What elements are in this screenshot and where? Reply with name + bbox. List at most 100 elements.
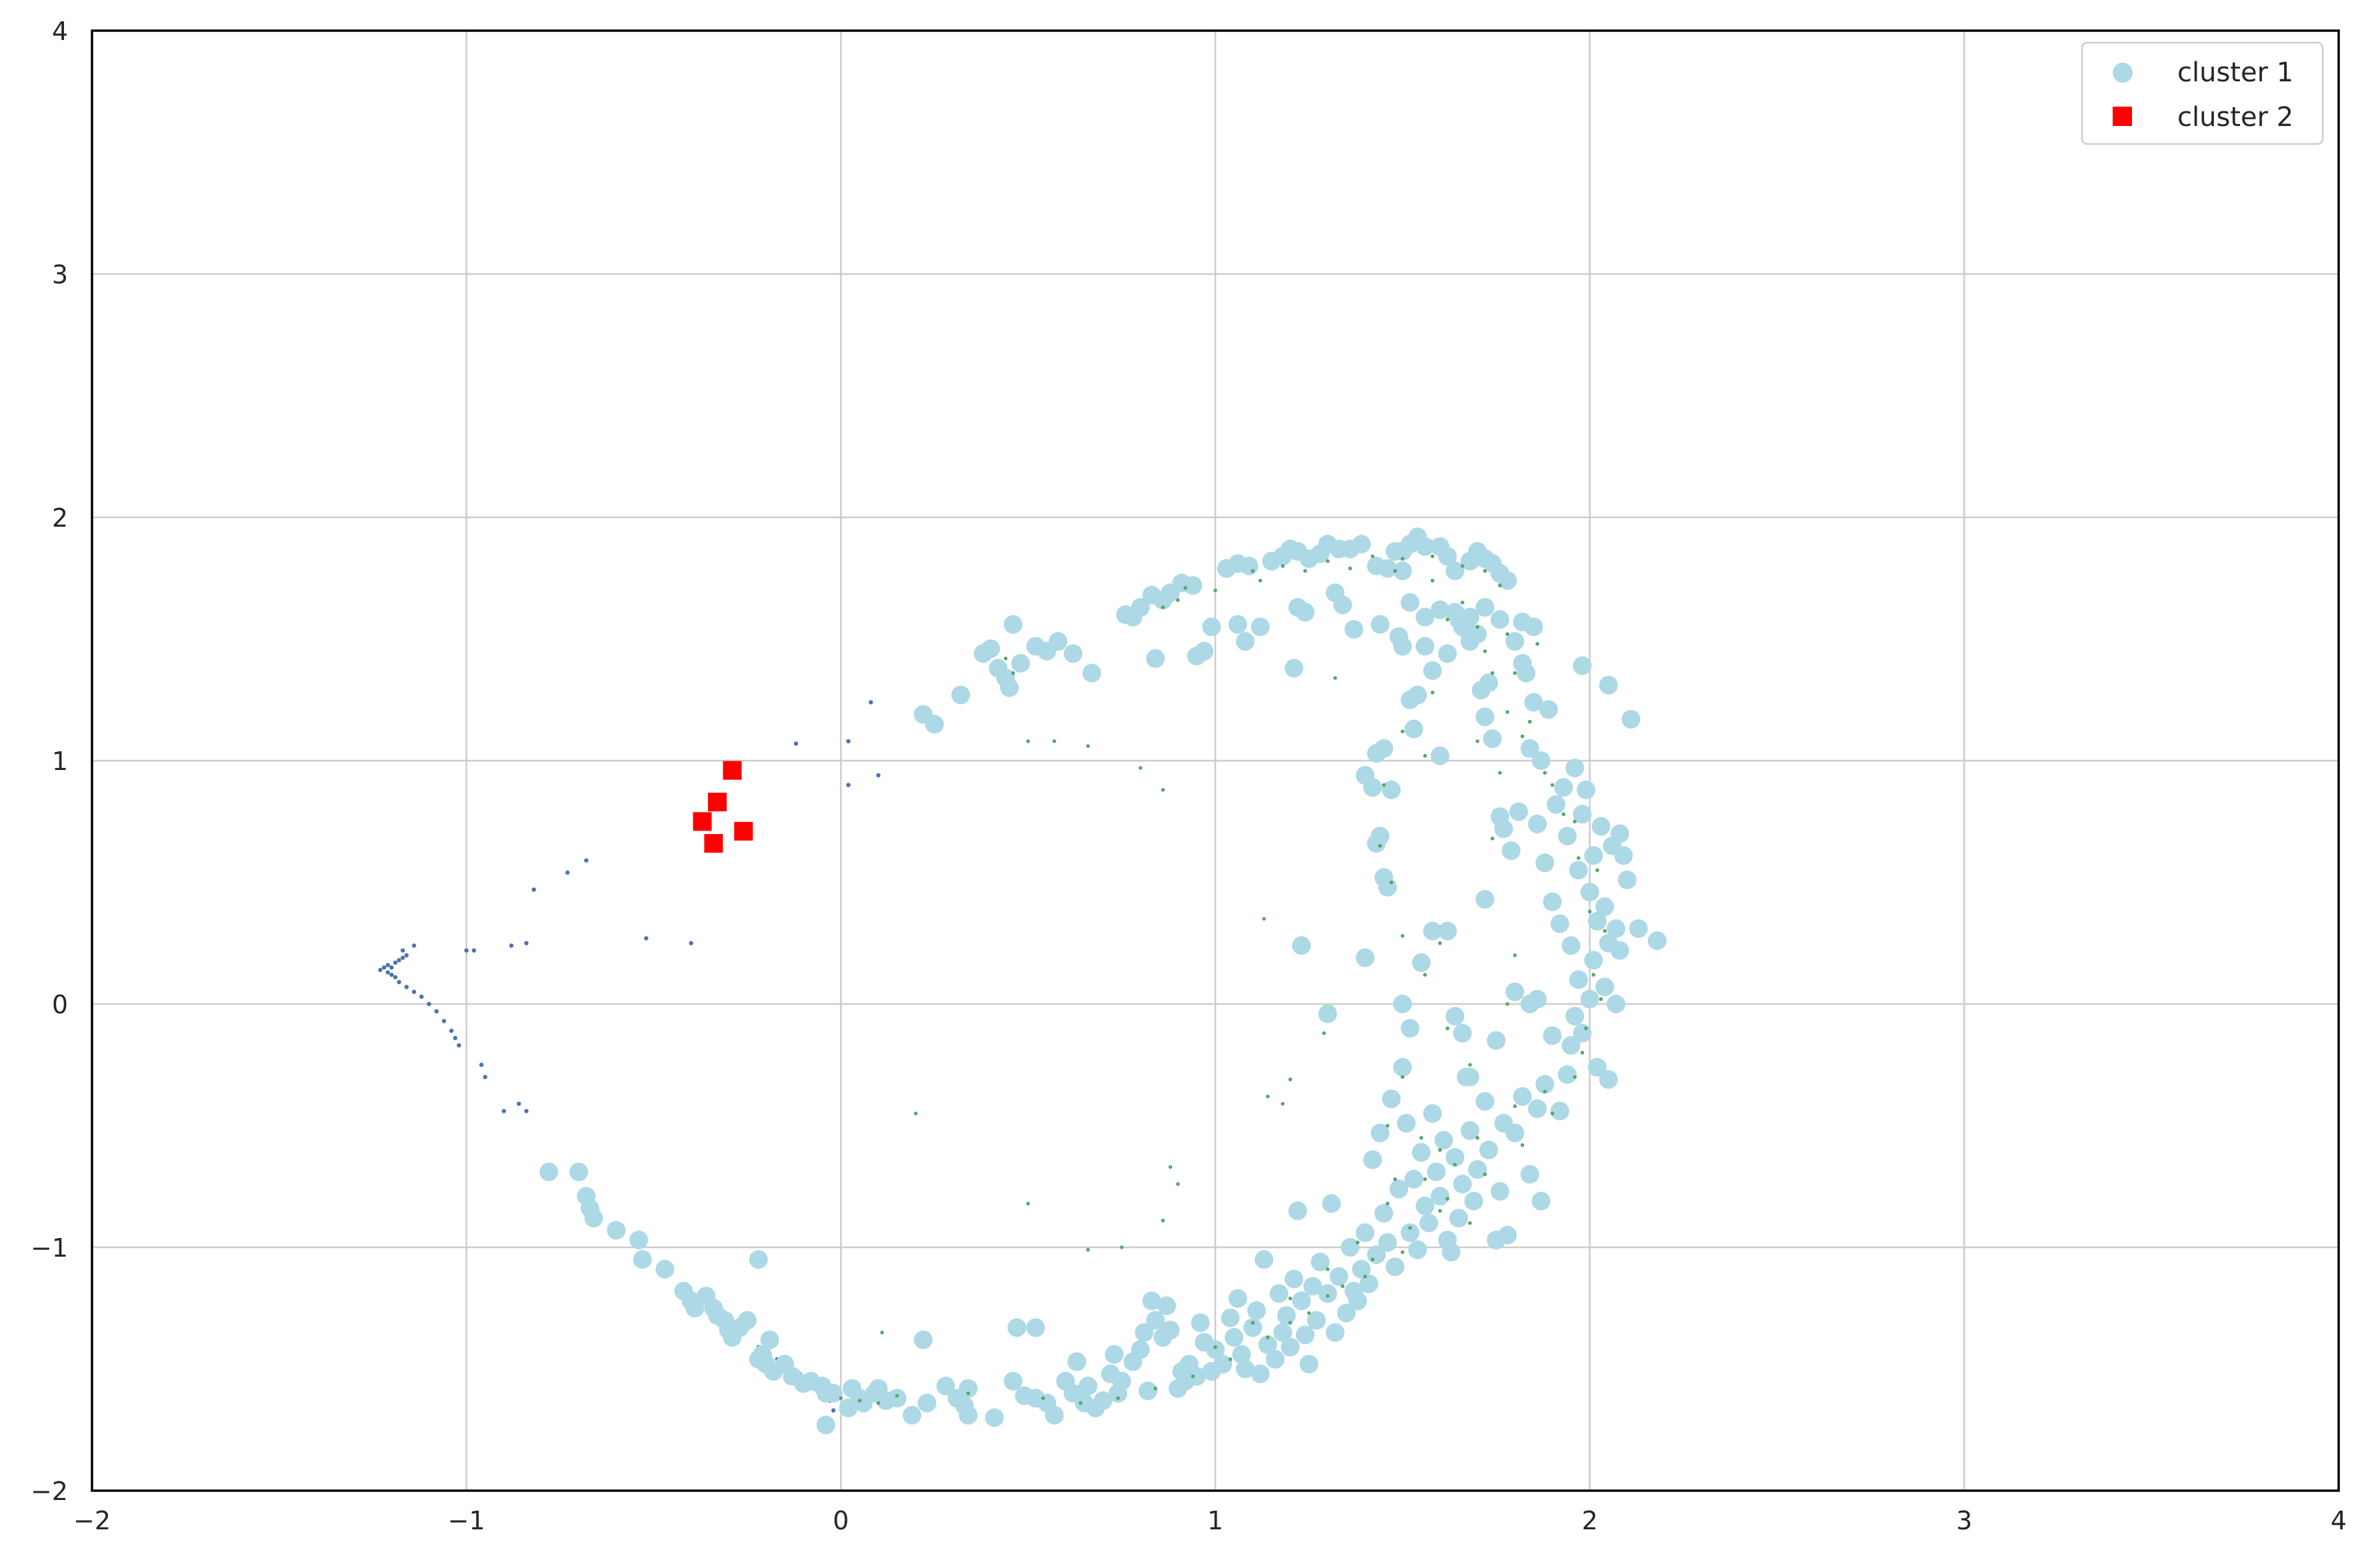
y-tick-label: 2 bbox=[52, 503, 68, 533]
cluster-1-point bbox=[1389, 1179, 1409, 1199]
cluster-1-point bbox=[1082, 663, 1101, 683]
green-dot bbox=[1520, 734, 1525, 739]
cluster-1-point bbox=[1367, 834, 1386, 853]
cluster-1-point bbox=[1404, 719, 1423, 739]
cluster-1-point bbox=[1599, 1070, 1618, 1089]
cluster-1-point bbox=[1460, 607, 1479, 627]
cluster-1-point bbox=[1591, 817, 1611, 836]
cluster-1-point bbox=[1415, 1196, 1435, 1215]
cluster-1-point bbox=[1135, 1323, 1154, 1342]
cluster-1-point bbox=[1378, 877, 1397, 897]
blue-dot bbox=[389, 965, 394, 970]
green-dot bbox=[1041, 1396, 1045, 1401]
blue-dot bbox=[876, 773, 881, 778]
cluster-1-point bbox=[1131, 598, 1150, 617]
cluster-1-point bbox=[1000, 678, 1019, 697]
cluster-1-point bbox=[1318, 1284, 1337, 1303]
green-dot bbox=[1483, 569, 1487, 573]
green-dot bbox=[1381, 783, 1386, 787]
blue-dot bbox=[385, 963, 390, 967]
cluster-1-point bbox=[1438, 547, 1457, 566]
legend-label-cluster-1: cluster 1 bbox=[2177, 57, 2293, 88]
green-dot bbox=[895, 1393, 899, 1398]
cluster-1-point bbox=[1333, 595, 1352, 615]
green-dot bbox=[1550, 1111, 1555, 1116]
cluster-1-point bbox=[1490, 1182, 1509, 1201]
green-dot bbox=[1026, 1201, 1030, 1206]
green-dot bbox=[1401, 934, 1405, 938]
cluster-1-point bbox=[1363, 1150, 1382, 1169]
cluster-1-point bbox=[1487, 1031, 1506, 1050]
green-dot bbox=[1116, 1396, 1120, 1401]
cluster-1-point bbox=[1011, 654, 1030, 673]
cluster-1-point bbox=[1311, 1252, 1330, 1271]
cluster-1-point bbox=[1569, 861, 1588, 880]
green-dot bbox=[1573, 1075, 1577, 1079]
cluster-1-point bbox=[1352, 1259, 1371, 1279]
blue-dot bbox=[389, 973, 394, 977]
green-dot bbox=[1213, 1345, 1217, 1349]
cluster-1-point bbox=[1322, 1194, 1341, 1213]
cluster-1-layer bbox=[539, 527, 1667, 1435]
cluster-1-point bbox=[1284, 659, 1303, 678]
blue-dot bbox=[400, 955, 405, 960]
blue-dot bbox=[404, 953, 409, 958]
green-dot bbox=[1584, 1026, 1588, 1031]
cluster-1-point bbox=[1423, 1104, 1442, 1123]
cluster-1-point bbox=[1505, 1123, 1525, 1143]
x-tick-label: −1 bbox=[448, 1506, 485, 1535]
cluster-1-point bbox=[749, 1250, 768, 1269]
blue-dot bbox=[381, 965, 387, 970]
cluster-1-point bbox=[1329, 1267, 1349, 1286]
green-dot bbox=[1505, 1002, 1509, 1006]
cluster-1-point bbox=[1505, 982, 1525, 1001]
cluster-1-point bbox=[1531, 751, 1551, 770]
cluster-1-point bbox=[1531, 1191, 1551, 1211]
green-dot bbox=[1371, 1257, 1375, 1262]
cluster-1-point bbox=[1517, 663, 1536, 683]
cluster-1-point bbox=[1355, 1223, 1375, 1243]
cluster-1-point bbox=[1408, 1240, 1427, 1259]
blue-dot bbox=[385, 970, 390, 975]
cluster-1-point bbox=[1475, 1092, 1495, 1111]
green-dot bbox=[1011, 671, 1015, 675]
cluster-1-point bbox=[1490, 610, 1509, 629]
cluster-1-point bbox=[1045, 1405, 1064, 1425]
cluster-1-point bbox=[1557, 1065, 1577, 1084]
blue-dot bbox=[404, 985, 409, 989]
cluster-1-point bbox=[1415, 637, 1435, 656]
green-dot bbox=[1161, 1219, 1165, 1223]
cluster-1-point bbox=[1359, 1274, 1379, 1293]
green-dot bbox=[1325, 1294, 1330, 1298]
cluster-1-point bbox=[633, 1250, 652, 1269]
green-dot bbox=[1468, 1221, 1472, 1225]
green-dot bbox=[1438, 941, 1442, 945]
cluster-1-point bbox=[1550, 914, 1569, 933]
cluster-1-point bbox=[1337, 1303, 1356, 1323]
cluster-1-point bbox=[1352, 535, 1371, 554]
green-dot bbox=[1483, 1172, 1487, 1177]
blue-dot bbox=[471, 948, 477, 953]
cluster-2-point bbox=[707, 793, 727, 812]
blue-dot bbox=[393, 960, 398, 965]
green-dot bbox=[1498, 583, 1502, 587]
cluster-1-point bbox=[1235, 1359, 1255, 1379]
cluster-1-point bbox=[1397, 1113, 1416, 1133]
blue-dot bbox=[441, 1019, 447, 1023]
cluster-1-point bbox=[1520, 739, 1539, 758]
green-dot bbox=[1505, 710, 1509, 714]
cluster-1-point bbox=[1513, 1087, 1532, 1106]
blue-dot bbox=[584, 858, 589, 863]
cluster-1-point bbox=[1138, 1381, 1157, 1401]
cluster-1-point bbox=[1483, 729, 1502, 749]
cluster-1-point bbox=[1401, 593, 1420, 612]
cluster-1-point bbox=[1288, 1201, 1307, 1221]
blue-dot bbox=[483, 1075, 487, 1079]
cluster-1-point bbox=[1146, 649, 1165, 668]
cluster-1-point bbox=[1565, 1007, 1585, 1026]
cluster-1-point bbox=[1401, 1019, 1420, 1038]
cluster-1-point bbox=[1475, 890, 1495, 909]
cluster-1-point bbox=[1355, 948, 1375, 967]
green-dot bbox=[1408, 1226, 1412, 1230]
cluster-1-point bbox=[737, 1311, 757, 1330]
